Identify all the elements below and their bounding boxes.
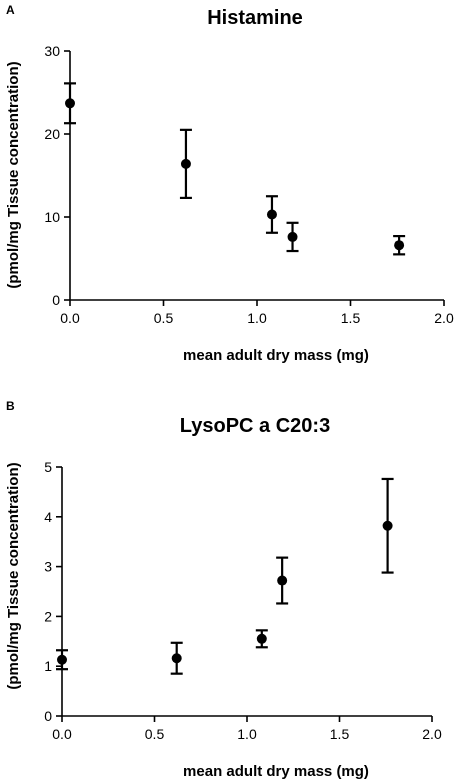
x-tick-label: 1.0: [247, 310, 267, 326]
y-tick-label: 0: [44, 708, 52, 724]
panel-label: B: [6, 399, 15, 413]
data-point: [266, 209, 277, 220]
x-tick-label: 0.0: [52, 726, 72, 742]
data-point: [57, 654, 67, 665]
y-tick-label: 1: [44, 658, 52, 674]
data-point: [171, 653, 182, 664]
x-tick-label: 1.5: [341, 310, 361, 326]
panel-label: A: [6, 3, 15, 17]
y-tick-label: 20: [44, 126, 60, 142]
x-tick-label: 2.0: [434, 310, 454, 326]
y-tick-label: 2: [44, 608, 52, 624]
x-tick-label: 0.5: [145, 726, 165, 742]
panel-a: A Histamine mean adult dry mass (mg) (pm…: [5, 3, 454, 364]
y-tick-label: 10: [44, 209, 60, 225]
x-tick-label: 0.5: [154, 310, 174, 326]
chart-title: Histamine: [207, 7, 303, 29]
x-tick-label: 1.0: [237, 726, 257, 742]
y-tick-label: 30: [44, 43, 60, 59]
y-tick-label: 5: [44, 459, 52, 475]
data-point: [382, 520, 393, 531]
data-point: [65, 98, 75, 109]
y-axis-label: (pmol/mg Tissue concentration): [5, 61, 22, 288]
data-point: [394, 240, 405, 251]
x-axis-label: mean adult dry mass (mg): [183, 347, 369, 364]
x-tick-label: 0.0: [60, 310, 80, 326]
data-point: [180, 158, 191, 169]
chart-title: LysoPC a C20:3: [180, 415, 330, 437]
data-point: [256, 633, 267, 644]
data-point: [277, 575, 288, 586]
x-tick-label: 1.5: [330, 726, 350, 742]
y-tick-label: 3: [44, 559, 52, 575]
y-tick-label: 0: [52, 292, 60, 308]
y-tick-label: 4: [44, 509, 52, 525]
x-axis-label: mean adult dry mass (mg): [183, 763, 369, 780]
panel-b: B LysoPC a C20:3 mean adult dry mass (mg…: [5, 399, 442, 780]
data-point: [287, 231, 298, 242]
x-tick-label: 2.0: [422, 726, 442, 742]
y-axis-label: (pmol/mg Tissue concentration): [5, 462, 22, 689]
